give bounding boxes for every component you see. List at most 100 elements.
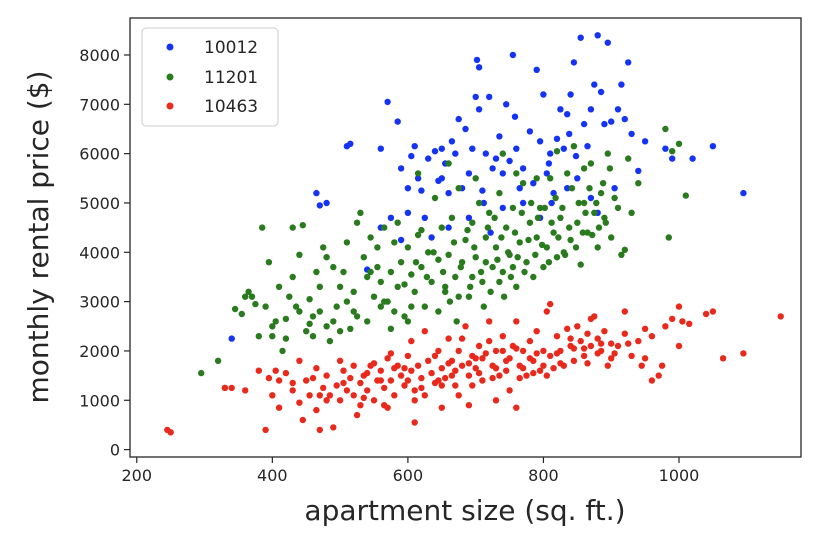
- point-10463: [611, 350, 618, 357]
- point-11201: [343, 239, 351, 246]
- point-10463: [472, 355, 479, 362]
- point-10012: [511, 113, 519, 120]
- legend: 10012 11201 10463: [141, 27, 279, 127]
- point-10463: [587, 315, 595, 323]
- point-10463: [350, 362, 357, 369]
- point-10463: [275, 404, 283, 411]
- y-tick-label: 8000: [79, 46, 120, 65]
- point-11201: [507, 273, 515, 281]
- point-10012: [577, 34, 584, 41]
- point-10012: [316, 202, 323, 209]
- point-10012: [540, 91, 547, 98]
- point-10463: [479, 355, 486, 362]
- point-10012: [482, 150, 489, 157]
- point-10463: [543, 372, 550, 379]
- point-10463: [269, 392, 276, 399]
- point-10012: [526, 128, 534, 135]
- point-11201: [292, 303, 300, 310]
- legend-box: [141, 27, 279, 127]
- point-11201: [552, 194, 559, 202]
- point-11201: [418, 226, 425, 234]
- point-10012: [580, 120, 588, 128]
- point-10463: [513, 404, 520, 411]
- point-11201: [513, 283, 520, 290]
- point-11201: [343, 298, 351, 305]
- point-10463: [621, 330, 628, 337]
- point-11201: [579, 229, 586, 236]
- point-11201: [530, 273, 537, 281]
- point-11201: [545, 259, 553, 266]
- point-11201: [526, 219, 534, 226]
- point-11201: [475, 199, 483, 207]
- point-10012: [469, 145, 476, 152]
- point-11201: [364, 318, 371, 325]
- point-10463: [570, 345, 578, 352]
- point-11201: [541, 204, 548, 212]
- point-10012: [496, 133, 503, 140]
- point-10012: [428, 234, 435, 241]
- point-10012: [499, 170, 506, 177]
- point-10463: [486, 337, 493, 345]
- point-11201: [595, 224, 603, 231]
- point-11201: [540, 263, 547, 271]
- point-11201: [445, 251, 452, 258]
- x-axis-label: apartment size (sq. ft.): [304, 494, 625, 527]
- point-10463: [489, 374, 496, 382]
- point-11201: [320, 244, 327, 251]
- point-10463: [336, 357, 344, 364]
- point-10463: [391, 392, 398, 399]
- point-10463: [320, 384, 327, 392]
- point-11201: [350, 308, 357, 315]
- point-11201: [492, 244, 500, 251]
- series-11201: [198, 125, 689, 392]
- point-10463: [465, 360, 473, 367]
- point-11201: [601, 214, 608, 221]
- y-axis-label: monthly rental price ($): [22, 70, 55, 403]
- point-11201: [381, 224, 388, 231]
- point-11201: [214, 357, 222, 364]
- point-10463: [309, 374, 317, 382]
- point-11201: [465, 293, 473, 300]
- point-10012: [503, 101, 510, 108]
- point-11201: [635, 180, 642, 187]
- point-10012: [228, 335, 235, 342]
- point-11201: [555, 234, 562, 241]
- point-11201: [370, 293, 378, 300]
- point-11201: [536, 204, 544, 212]
- point-11201: [404, 318, 412, 325]
- point-11201: [503, 224, 510, 231]
- point-10463: [452, 382, 459, 389]
- point-10012: [560, 145, 567, 152]
- point-11201: [418, 263, 425, 271]
- point-11201: [336, 328, 344, 335]
- point-11201: [518, 209, 525, 216]
- point-11201: [262, 303, 269, 310]
- point-10463: [340, 367, 347, 374]
- point-10463: [523, 372, 530, 379]
- point-10012: [387, 214, 395, 221]
- point-10012: [347, 140, 354, 147]
- point-10463: [669, 315, 676, 323]
- y-tick-label: 7000: [79, 95, 120, 114]
- point-11201: [303, 328, 310, 335]
- point-11201: [525, 236, 532, 244]
- point-11201: [336, 283, 344, 290]
- point-10463: [401, 365, 408, 372]
- point-11201: [296, 308, 303, 315]
- point-10012: [587, 194, 595, 202]
- point-10463: [526, 337, 534, 345]
- point-10012: [431, 148, 439, 155]
- point-11201: [480, 303, 487, 310]
- point-11201: [472, 254, 479, 261]
- point-10012: [662, 145, 669, 152]
- point-11201: [625, 155, 632, 162]
- point-11201: [259, 224, 266, 231]
- point-11201: [608, 234, 615, 241]
- y-tick-label: 6000: [79, 145, 120, 164]
- point-10012: [421, 214, 428, 221]
- point-10463: [306, 392, 313, 399]
- point-11201: [594, 244, 601, 251]
- point-10012: [487, 229, 494, 236]
- point-10012: [472, 93, 479, 101]
- point-10012: [414, 175, 422, 182]
